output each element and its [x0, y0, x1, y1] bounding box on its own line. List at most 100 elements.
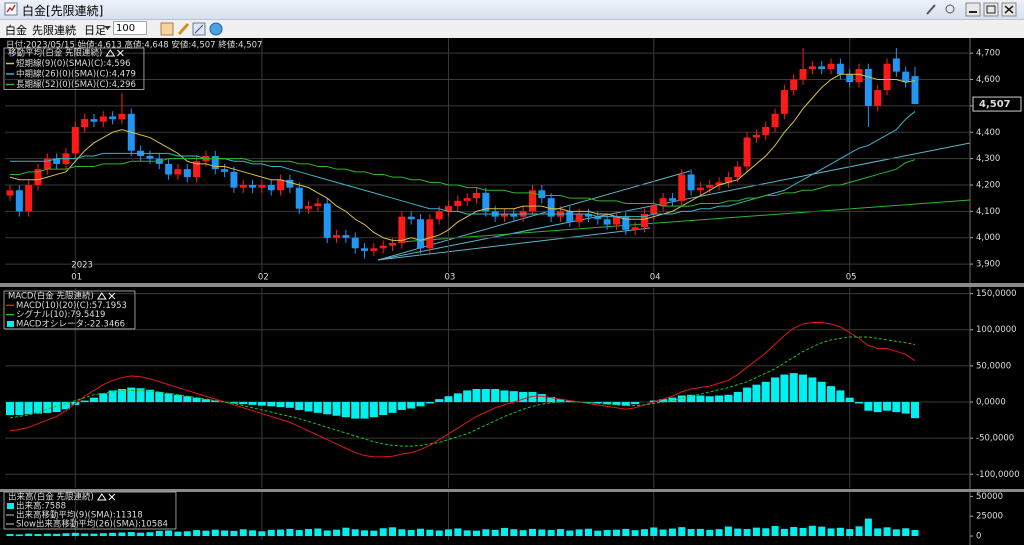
volume-bar	[482, 529, 490, 537]
trend-line[interactable]	[399, 199, 971, 243]
pencil-tool[interactable]	[177, 22, 190, 36]
oscillator-bar	[855, 402, 864, 404]
volume-bar	[790, 526, 798, 537]
volume-bar	[528, 528, 536, 537]
y-tick-label: 4,000	[976, 233, 1000, 243]
oscillator-bar	[416, 402, 425, 407]
link-icon[interactable]	[945, 4, 955, 14]
close-button[interactable]	[1001, 2, 1017, 17]
candle-body	[510, 214, 518, 217]
volume-bar	[305, 529, 313, 537]
oscillator-bar	[173, 394, 182, 403]
oscillator-bar	[556, 399, 565, 403]
volume-bar	[286, 528, 294, 537]
legend-label: Slow出来高移動平均(26)(SMA):10584	[16, 519, 168, 530]
volume-bar	[314, 528, 322, 537]
volume-bar	[734, 528, 742, 537]
hand-tool[interactable]	[160, 22, 174, 36]
legend-collapse-icon	[96, 292, 107, 300]
candle-body	[15, 190, 23, 212]
period-menu[interactable]: 日足	[84, 24, 106, 37]
candle-body	[361, 248, 369, 251]
bar-count-input[interactable]: 100	[113, 21, 147, 35]
oscillator-bar	[864, 402, 873, 411]
candle-body	[864, 69, 872, 106]
candle-body	[379, 245, 387, 249]
candle-body	[473, 192, 480, 199]
legend-close-icon	[108, 292, 116, 300]
oscillator-bar	[127, 387, 136, 403]
candle-body	[892, 58, 900, 72]
legend-label: シグナル(10):79.5419	[16, 309, 105, 320]
maximize-button[interactable]	[983, 2, 999, 17]
dropdown-arrow[interactable]	[104, 26, 112, 32]
oscillator-bar	[61, 402, 70, 410]
oscillator-bar	[24, 402, 33, 415]
volume-bar	[43, 533, 51, 537]
volume-bar	[202, 530, 210, 537]
oscillator-bar	[659, 399, 668, 403]
trend-line[interactable]	[377, 227, 651, 261]
volume-bar	[361, 530, 369, 537]
oscillator-bar	[911, 402, 920, 419]
volume-bar	[389, 527, 397, 537]
candle-body	[836, 63, 844, 75]
oscillator-bar	[724, 394, 733, 403]
y-tick-label: 50000	[976, 492, 1003, 502]
volume-bar	[90, 533, 98, 537]
candle-body	[528, 190, 536, 212]
candle-body	[267, 185, 275, 191]
zoom-tool[interactable]	[209, 22, 223, 36]
oscillator-bar	[752, 384, 761, 403]
legend-label: MACDオシレータ:-22.3466	[16, 319, 125, 329]
oscillator-bar	[304, 402, 313, 412]
oscillator-bar	[631, 402, 640, 405]
volume-bar	[846, 529, 854, 537]
volume-bar	[631, 530, 639, 537]
oscillator-bar	[239, 402, 248, 405]
oscillator-bar	[612, 402, 621, 405]
oscillator-bar	[425, 402, 434, 404]
volume-bar	[239, 529, 247, 537]
volume-bar	[902, 528, 910, 537]
chart-area: 3,9004,0004,1004,2004,3004,4004,5004,600…	[0, 38, 1024, 545]
legend-label: 中期線(26)(0)(SMA)(C):4,479	[16, 69, 136, 80]
volume-bar	[267, 529, 275, 537]
contract-menu[interactable]: 先限連続	[32, 24, 76, 37]
legend-collapse-icon	[105, 49, 116, 57]
pen-icon[interactable]	[926, 4, 936, 15]
candle-body	[258, 185, 266, 188]
candle-body	[902, 71, 910, 83]
volume-bar	[454, 528, 462, 537]
candle-body	[81, 119, 89, 127]
oscillator-bar	[668, 397, 677, 403]
oscillator-bar	[649, 400, 658, 403]
oscillator-bar	[892, 402, 901, 413]
line-tool[interactable]	[192, 22, 206, 36]
volume-bar	[752, 527, 760, 537]
volume-bar	[342, 527, 350, 537]
candle-body	[911, 76, 919, 105]
volume-bar	[25, 533, 33, 537]
trend-line[interactable]	[377, 142, 971, 261]
volume-bar	[771, 526, 779, 537]
commodity-menu[interactable]: 白金	[5, 24, 27, 37]
oscillator-bar	[509, 391, 518, 403]
volume-bar	[62, 533, 70, 537]
minimize-button[interactable]	[965, 2, 981, 17]
volume-bar	[426, 529, 434, 537]
volume-bar	[174, 531, 182, 537]
candle-body	[482, 192, 490, 212]
oscillator-bar	[901, 402, 910, 414]
candle-body	[165, 163, 173, 175]
x-tick-label: 04	[650, 273, 661, 283]
volume-bar	[864, 518, 872, 537]
legend-title: 移動平均(白金 先限連続)	[8, 48, 102, 59]
volume-bar	[743, 529, 751, 537]
volume-bar	[612, 529, 620, 537]
candle-body	[323, 203, 331, 238]
volume-bar	[911, 530, 919, 537]
candle-body	[612, 216, 620, 225]
window-buttons[interactable]	[924, 2, 1020, 17]
